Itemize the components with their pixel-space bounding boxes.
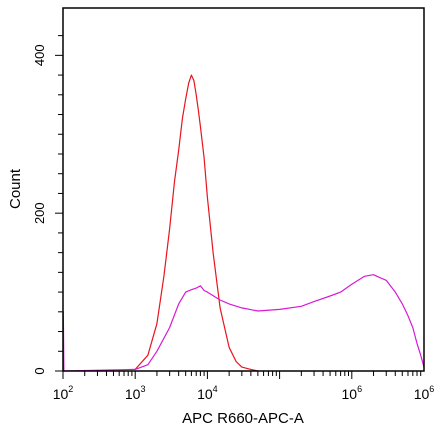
y-axis-title: Count (7, 168, 24, 209)
plot-frame (62, 7, 425, 372)
x-tick-label: 106 (342, 384, 363, 402)
x-tick-label: 106 (414, 384, 435, 402)
series-line-2 (62, 274, 425, 372)
y-tick-label: 0 (32, 367, 47, 374)
x-axis-title: APC R660-APC-A (182, 410, 304, 427)
plot-lines (62, 74, 425, 372)
x-tick-label: 102 (53, 384, 74, 402)
x-tick-label: 104 (197, 384, 218, 402)
y-axis-ticks: 0 200 400 (32, 35, 63, 375)
x-axis-ticks: 102 103 104 106 106 (53, 371, 435, 402)
y-tick-label: 200 (32, 202, 47, 224)
x-tick-label: 103 (125, 384, 146, 402)
y-tick-label: 400 (32, 44, 47, 66)
series-line-1 (134, 74, 259, 372)
